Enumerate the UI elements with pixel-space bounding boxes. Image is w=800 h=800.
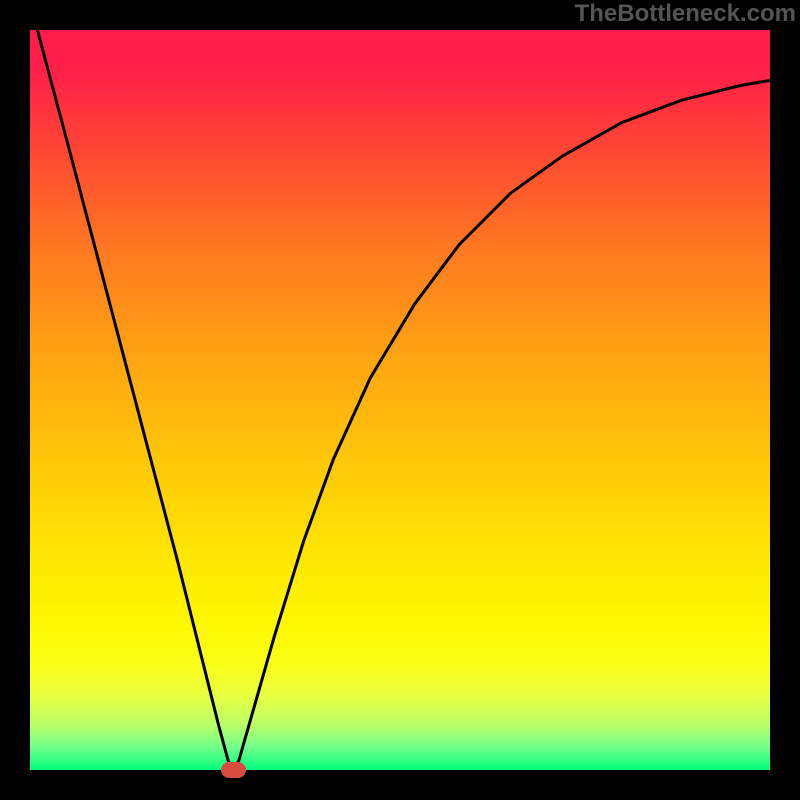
- attribution-text: TheBottleneck.com: [575, 0, 800, 28]
- bottleneck-curve: [30, 30, 770, 770]
- chart-container: TheBottleneck.com: [0, 0, 800, 800]
- minimum-marker: [221, 762, 247, 778]
- plot-area: [30, 30, 770, 770]
